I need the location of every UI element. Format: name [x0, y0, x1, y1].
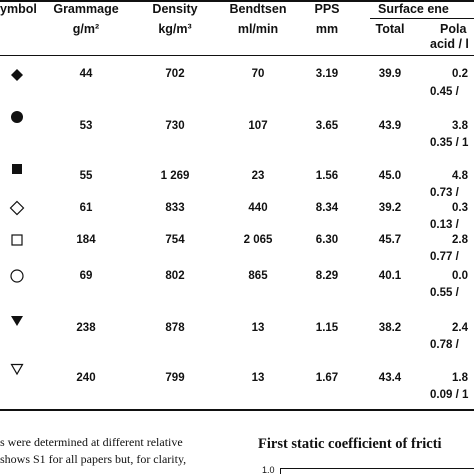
cell-acid-base: 0.55 /: [430, 287, 459, 299]
cell-pps: 6.30: [315, 234, 339, 246]
cell-density: 754: [165, 234, 185, 246]
cell-polar: 4.8: [452, 170, 468, 182]
cell-total: 39.2: [378, 202, 402, 214]
cell-bendtsen: 107: [248, 120, 268, 132]
cell-polar: 0.0: [452, 270, 468, 282]
square-open-icon: [6, 229, 28, 251]
cell-acid-base: 0.13 /: [430, 219, 459, 231]
triangle-down-filled-icon: [6, 310, 28, 332]
cell-grammage: 44: [79, 68, 93, 80]
cell-polar: 0.2: [452, 68, 468, 80]
header-density: Density: [152, 2, 198, 16]
cell-grammage: 55: [79, 170, 93, 182]
cell-acid-base: 0.45 /: [430, 86, 459, 98]
cell-polar: 2.8: [452, 234, 468, 246]
header-polar-unit: acid / l: [430, 37, 469, 51]
cell-grammage: 61: [79, 202, 93, 214]
cell-acid-base: 0.78 /: [430, 339, 459, 351]
cell-bendtsen: 23: [251, 170, 265, 182]
square-filled-icon: [6, 158, 28, 180]
cell-polar: 3.8: [452, 120, 468, 132]
cell-pps: 1.67: [315, 372, 339, 384]
header-grammage: Grammage: [53, 2, 119, 16]
header-bendtsen: Bendtsen: [229, 2, 287, 16]
cell-bendtsen: 13: [251, 372, 265, 384]
header-pps-unit: mm: [315, 22, 339, 36]
cell-grammage: 53: [79, 120, 93, 132]
cell-grammage: 184: [76, 234, 96, 246]
diamond-open-icon: [6, 197, 28, 219]
header-bottom-rule: [0, 55, 474, 56]
cell-total: 43.9: [378, 120, 402, 132]
cell-grammage: 238: [76, 322, 96, 334]
diamond-filled-icon: [6, 64, 28, 86]
header-total: Total: [375, 22, 405, 36]
cell-acid-base: 0.35 / 1: [430, 137, 469, 149]
header-symbol: ymbol: [0, 2, 37, 16]
table-top-rule: [0, 0, 474, 2]
cell-bendtsen: 865: [248, 270, 268, 282]
cell-pps: 1.56: [315, 170, 339, 182]
y-axis-line: [280, 468, 281, 474]
cell-acid-base: 0.09 / 1: [430, 389, 469, 401]
triangle-down-open-icon: [6, 358, 28, 380]
cell-density: 702: [165, 68, 185, 80]
cell-total: 43.4: [378, 372, 402, 384]
plot-top-border: [280, 468, 474, 469]
y-axis-tick-label: 1.0: [262, 465, 275, 475]
header-pps: PPS: [314, 2, 340, 16]
cell-total: 39.9: [378, 68, 402, 80]
circle-open-icon: [6, 265, 28, 287]
cell-acid-base: 0.73 /: [430, 187, 459, 199]
cell-pps: 8.34: [315, 202, 339, 214]
cell-pps: 1.15: [315, 322, 339, 334]
cell-density: 799: [165, 372, 185, 384]
header-density-unit: kg/m³: [158, 22, 192, 36]
cell-bendtsen: 440: [248, 202, 268, 214]
cell-grammage: 240: [76, 372, 96, 384]
cell-polar: 2.4: [452, 322, 468, 334]
cell-total: 40.1: [378, 270, 402, 282]
cell-bendtsen: 13: [251, 322, 265, 334]
body-text-line-2: shows S1 for all papers but, for clarity…: [0, 452, 187, 466]
cell-density: 802: [165, 270, 185, 282]
header-bendtsen-unit: ml/min: [237, 22, 279, 36]
cell-polar: 0.3: [452, 202, 468, 214]
table-bottom-rule: [0, 409, 474, 411]
header-polar: Pola: [440, 22, 467, 36]
cell-total: 38.2: [378, 322, 402, 334]
surface-energy-rule: [370, 18, 474, 19]
cell-total: 45.0: [378, 170, 402, 182]
cell-total: 45.7: [378, 234, 402, 246]
cell-acid-base: 0.77 /: [430, 251, 459, 263]
cell-bendtsen: 2 065: [243, 234, 273, 246]
cell-density: 1 269: [160, 170, 190, 182]
cell-pps: 3.65: [315, 120, 339, 132]
cell-polar: 1.8: [452, 372, 468, 384]
header-grammage-unit: g/m²: [72, 22, 100, 36]
header-surface-energy: Surface ene: [378, 2, 449, 16]
cell-density: 878: [165, 322, 185, 334]
cell-density: 833: [165, 202, 185, 214]
cell-bendtsen: 70: [251, 68, 265, 80]
cell-pps: 3.19: [315, 68, 339, 80]
cell-density: 730: [165, 120, 185, 132]
circle-filled-icon: [6, 106, 28, 128]
body-text-line-1: s were determined at different relative: [0, 435, 183, 449]
figure-title: First static coefficient of fricti: [258, 436, 442, 452]
cell-grammage: 69: [79, 270, 93, 282]
cell-pps: 8.29: [315, 270, 339, 282]
